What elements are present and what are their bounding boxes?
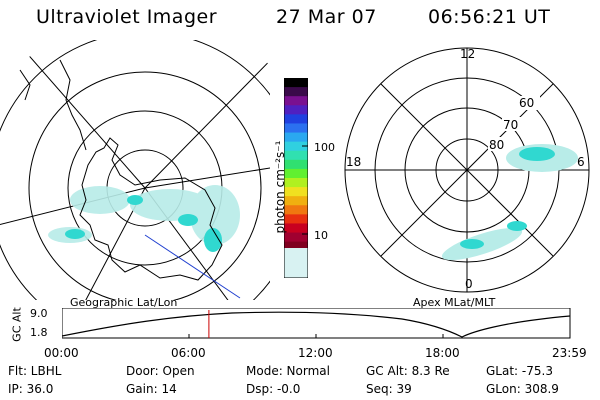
timeline-xtick-0600: 06:00 — [171, 346, 206, 360]
door-readout: Door: Open — [126, 364, 195, 378]
orbit-altitude-timeline — [62, 308, 571, 339]
mlat-label-80: 80 — [489, 138, 505, 152]
timeline-ytick-bottom: 1.8 — [30, 326, 48, 339]
mlt-label-18: 18 — [346, 155, 362, 169]
colorbar-segment — [284, 187, 308, 197]
colorbar-segment — [284, 132, 308, 143]
mlat-label-70: 70 — [503, 118, 519, 132]
colorbar-segment — [284, 78, 308, 88]
mlt-label-6: 6 — [577, 155, 585, 169]
dsp-readout: Dsp: -0.0 — [246, 382, 301, 396]
left-map-caption: Geographic Lat/Lon — [70, 296, 178, 309]
colorbar-segment — [284, 123, 308, 134]
colorbar-segment — [284, 114, 308, 124]
geographic-map — [0, 40, 270, 300]
colorbar-segment — [284, 150, 308, 161]
colorbar — [284, 78, 308, 278]
aurora-emission-geo — [48, 185, 240, 245]
colorbar-segment — [284, 141, 308, 152]
mode-readout: Mode: Normal — [246, 364, 330, 378]
glon-readout: GLon: 308.9 — [486, 382, 559, 396]
colorbar-segment — [284, 178, 308, 188]
colorbar-segment — [284, 159, 308, 170]
instrument-title: Ultraviolet Imager — [36, 6, 218, 28]
timeline-ytick-top: 9.0 — [30, 307, 48, 320]
colorbar-segment — [284, 87, 308, 97]
colorbar-segment — [284, 196, 308, 206]
timeline-xtick-2359: 23:59 — [552, 346, 587, 360]
colorbar-segment — [284, 205, 308, 215]
mlt-label-12: 12 — [460, 47, 476, 61]
mlat-label-60: 60 — [519, 96, 535, 110]
satellite-track — [144, 234, 241, 299]
colorbar-segment — [284, 168, 308, 179]
observation-date: 27 Mar 07 — [276, 6, 377, 28]
aurora-emission-mag — [441, 144, 578, 261]
colorbar-segment — [284, 96, 308, 106]
gc-alt-readout: GC Alt: 8.3 Re — [366, 364, 450, 378]
colorbar-segment — [284, 105, 308, 115]
right-map-caption: Apex MLat/MLT — [413, 296, 496, 309]
colorbar-tick-10: 10 — [314, 229, 328, 242]
glat-readout: GLat: -75.3 — [486, 364, 553, 378]
magnetic-map — [344, 47, 590, 293]
colorbar-segment — [284, 248, 308, 278]
colorbar-segment — [284, 232, 308, 243]
gain-readout: Gain: 14 — [126, 382, 177, 396]
colorbar-tick-100: 100 — [314, 141, 335, 154]
colorbar-segment — [284, 214, 308, 224]
colorbar-segment — [284, 223, 308, 234]
timeline-xtick-0000: 00:00 — [44, 346, 79, 360]
colorbar-label: photon cm⁻²s⁻¹ — [273, 140, 287, 234]
mlt-label-0: 0 — [465, 277, 473, 291]
timeline-xtick-1800: 18:00 — [425, 346, 460, 360]
timeline-ylabel: GC Alt — [10, 307, 24, 342]
timeline-xtick-1200: 12:00 — [298, 346, 333, 360]
seq-readout: Seq: 39 — [366, 382, 412, 396]
colorbar-segment — [284, 241, 308, 252]
observation-time: 06:56:21 UT — [428, 6, 551, 28]
ip-readout: IP: 36.0 — [8, 382, 54, 396]
antarctica-coastline — [79, 137, 223, 281]
filter-readout: Flt: LBHL — [8, 364, 62, 378]
